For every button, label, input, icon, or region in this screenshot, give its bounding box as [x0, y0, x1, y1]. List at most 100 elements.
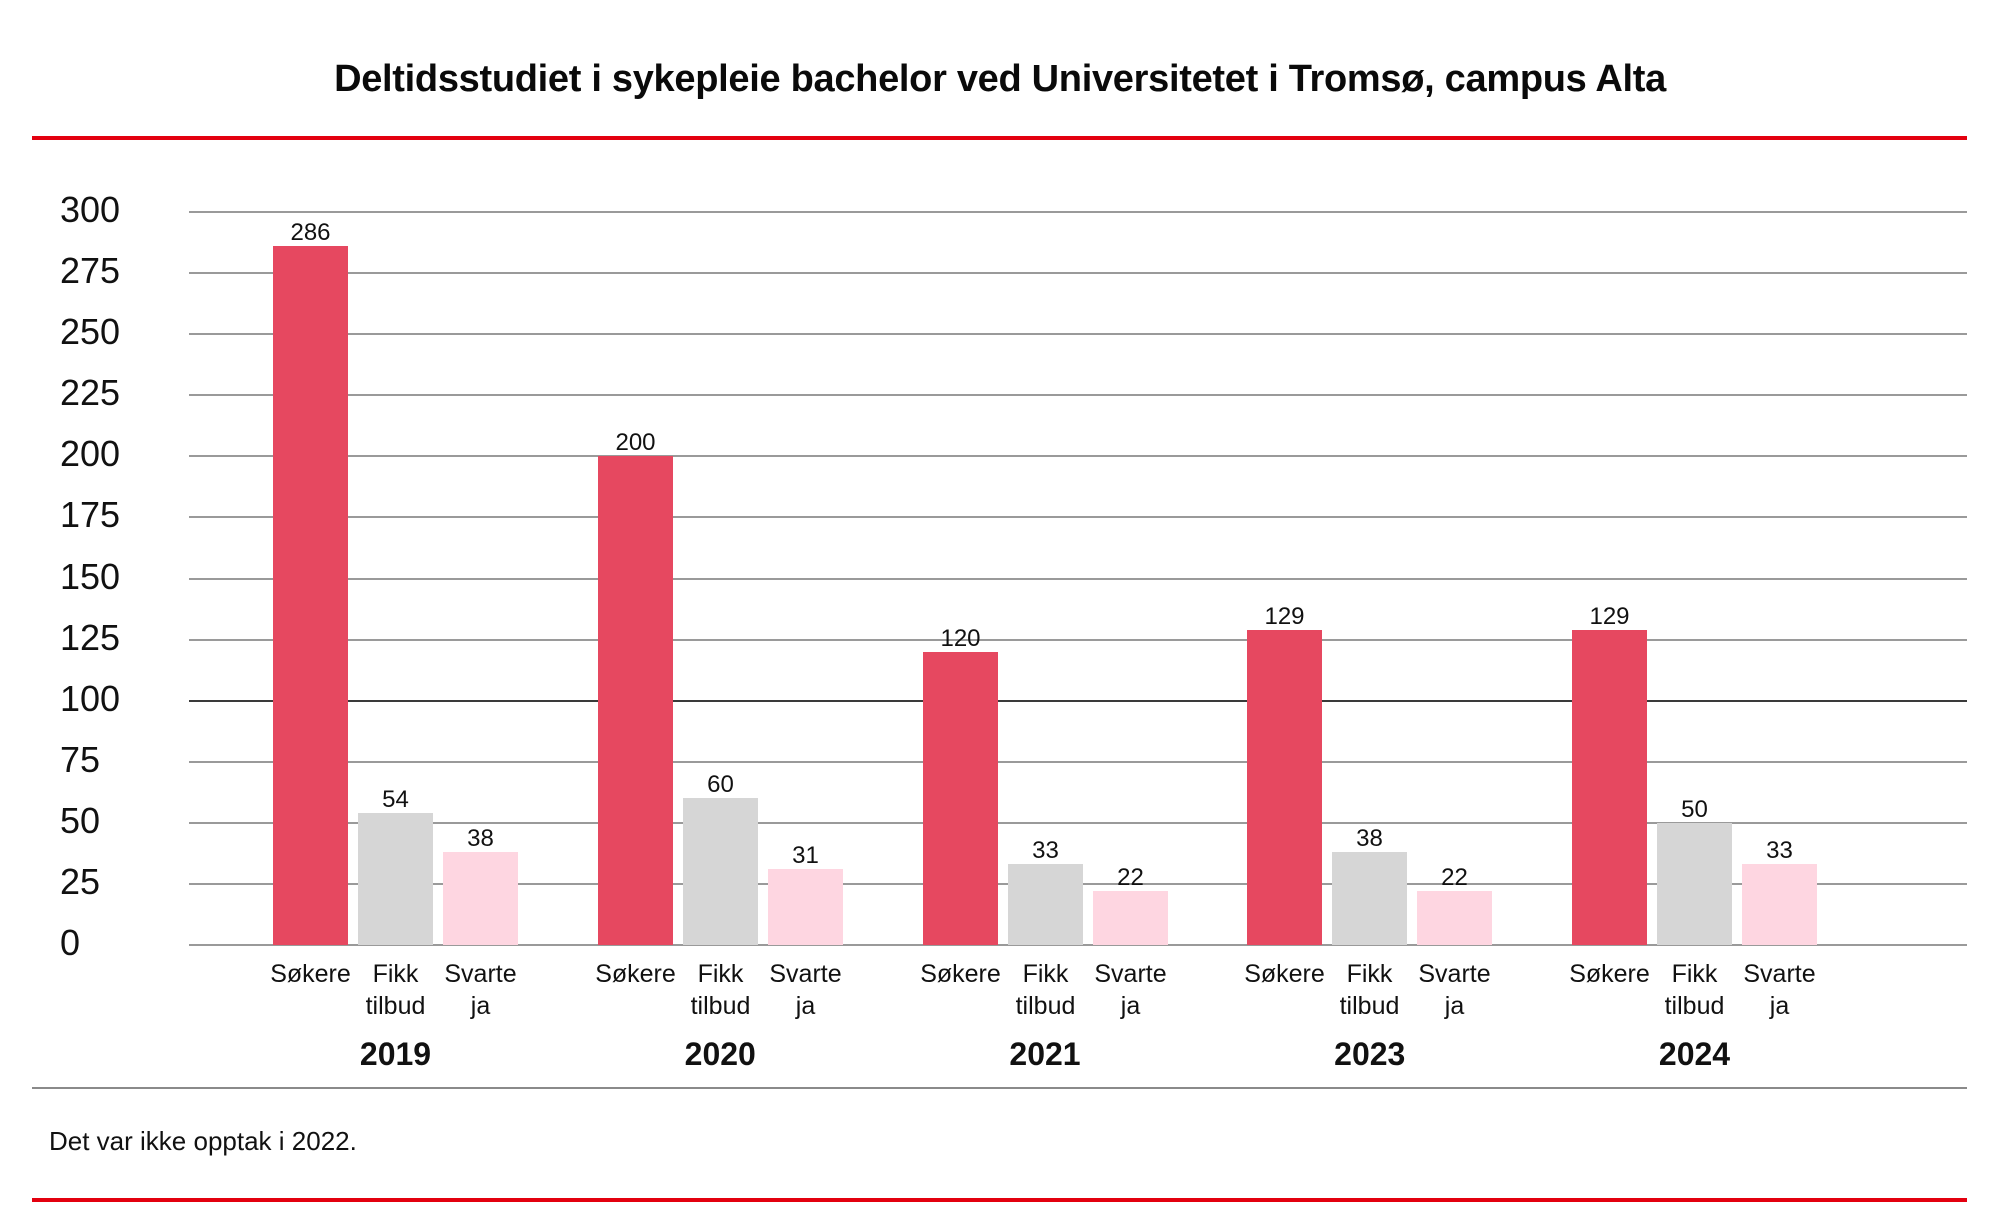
- category-label: Fikk tilbud: [346, 958, 446, 1022]
- year-group-label: 2024: [1658, 1036, 1731, 1072]
- category-label: Svarte ja: [1405, 958, 1505, 1022]
- gridline: [189, 821, 1967, 824]
- category-label: Svarte ja: [1730, 958, 1830, 1022]
- data-label: 286: [290, 219, 331, 247]
- data-label: 129: [1589, 602, 1630, 630]
- y-tick-label: 300: [60, 189, 121, 230]
- y-tick-label: 0: [60, 922, 81, 963]
- year-group-label: 2023: [1334, 1036, 1406, 1072]
- gridline: [189, 944, 1967, 946]
- data-label: 31: [792, 842, 819, 870]
- y-tick-label: 250: [60, 311, 121, 353]
- category-label: Fikk tilbud: [1645, 958, 1745, 1022]
- data-label: 22: [1117, 864, 1144, 892]
- category-label: Svarte ja: [431, 958, 531, 1022]
- bar-svarte-ja-2023: [1417, 891, 1492, 945]
- y-tick-label: 150: [60, 555, 121, 597]
- y-tick-label: 225: [60, 372, 121, 414]
- category-label: Søkere: [261, 958, 361, 1022]
- bar-fikk-tilbud-2023: [1332, 852, 1407, 945]
- category-label-line: ja: [795, 992, 816, 1020]
- data-label: 54: [382, 786, 409, 814]
- bar-sokere-2023: [1247, 629, 1322, 945]
- bar-sokere-2019: [273, 246, 348, 945]
- bar-fikk-tilbud-2024: [1657, 822, 1732, 945]
- y-tick-label: 275: [60, 250, 121, 292]
- y-tick-label: 175: [60, 494, 121, 536]
- y-tick-label: 200: [60, 433, 121, 475]
- y-tick-label: 75: [60, 738, 101, 780]
- category-label-line: Fikk: [1022, 960, 1069, 988]
- category-label-line: tilbud: [1015, 992, 1076, 1020]
- chart-title: Deltidsstudiet i sykepleie bachelor ved …: [334, 58, 1666, 100]
- category-label-line: ja: [470, 992, 491, 1020]
- bar-svarte-ja-2020: [768, 869, 843, 945]
- category-label-line: Svarte: [1094, 960, 1167, 988]
- category-label-line: Søkere: [920, 960, 1001, 988]
- category-label: Søkere: [1235, 958, 1335, 1022]
- chart-bottom-divider: [32, 1087, 1967, 1089]
- data-label: 129: [1264, 602, 1305, 630]
- category-label-line: Søkere: [1244, 960, 1325, 988]
- gridline: [189, 760, 1967, 763]
- bar-sokere-2024: [1572, 629, 1647, 945]
- data-label: 22: [1441, 864, 1468, 892]
- data-label: 50: [1681, 795, 1708, 823]
- bar-fikk-tilbud-2021: [1008, 864, 1083, 945]
- gridline: [189, 516, 1967, 519]
- category-label-line: ja: [1444, 992, 1465, 1020]
- category-label: Fikk tilbud: [1320, 958, 1420, 1022]
- category-label-line: Svarte: [769, 960, 842, 988]
- y-tick-label: 125: [60, 616, 121, 658]
- category-label-line: tilbud: [1339, 992, 1400, 1020]
- bar-svarte-ja-2024: [1742, 864, 1817, 945]
- gridline: [189, 638, 1967, 641]
- data-label: 38: [1356, 825, 1383, 853]
- bottom-accent-rule: [32, 1198, 1967, 1202]
- category-label-line: Fikk: [1346, 960, 1393, 988]
- gridline: [189, 577, 1967, 580]
- y-tick-label: 25: [60, 860, 101, 902]
- year-group-label: 2021: [1009, 1036, 1081, 1072]
- data-label: 60: [707, 771, 734, 799]
- bar-fikk-tilbud-2020: [683, 798, 758, 945]
- category-label: Fikk tilbud: [996, 958, 1096, 1022]
- footnote: Det var ikke opptak i 2022.: [49, 1126, 357, 1156]
- data-label: 33: [1032, 837, 1059, 865]
- gridline: [189, 211, 1967, 213]
- category-label-line: Fikk: [1671, 960, 1718, 988]
- year-group-label: 2019: [359, 1036, 432, 1072]
- category-label-line: tilbud: [690, 992, 751, 1020]
- category-label-line: ja: [1769, 992, 1790, 1020]
- category-label-line: Fikk: [697, 960, 744, 988]
- data-label: 33: [1766, 837, 1793, 865]
- gridline: [189, 333, 1967, 336]
- bar-sokere-2021: [923, 651, 998, 945]
- top-accent-rule: [32, 136, 1967, 140]
- category-label-line: Svarte: [444, 960, 517, 988]
- bar-svarte-ja-2021: [1093, 891, 1168, 945]
- gridline: [189, 272, 1967, 275]
- category-label-line: Svarte: [1418, 960, 1491, 988]
- y-tick-label: 100: [60, 677, 121, 719]
- y-tick-label: 50: [60, 799, 101, 841]
- category-label-line: ja: [1120, 992, 1141, 1020]
- gridline: [189, 455, 1967, 458]
- category-label-line: Søkere: [1569, 960, 1650, 988]
- gridline: [189, 394, 1967, 397]
- category-label: Søkere: [1560, 958, 1660, 1022]
- data-label: 38: [467, 825, 494, 853]
- gridline: [189, 699, 1967, 702]
- year-group-label: 2020: [684, 1036, 756, 1072]
- data-label: 200: [615, 429, 656, 457]
- category-label: Søkere: [911, 958, 1011, 1022]
- category-label-line: Fikk: [372, 960, 419, 988]
- bar-sokere-2020: [598, 456, 673, 945]
- category-label-line: Søkere: [270, 960, 351, 988]
- bar-fikk-tilbud-2019: [358, 813, 433, 945]
- category-label: Søkere: [586, 958, 686, 1022]
- category-label-line: tilbud: [365, 992, 426, 1020]
- category-label-line: Svarte: [1743, 960, 1816, 988]
- bar-svarte-ja-2019: [443, 852, 518, 945]
